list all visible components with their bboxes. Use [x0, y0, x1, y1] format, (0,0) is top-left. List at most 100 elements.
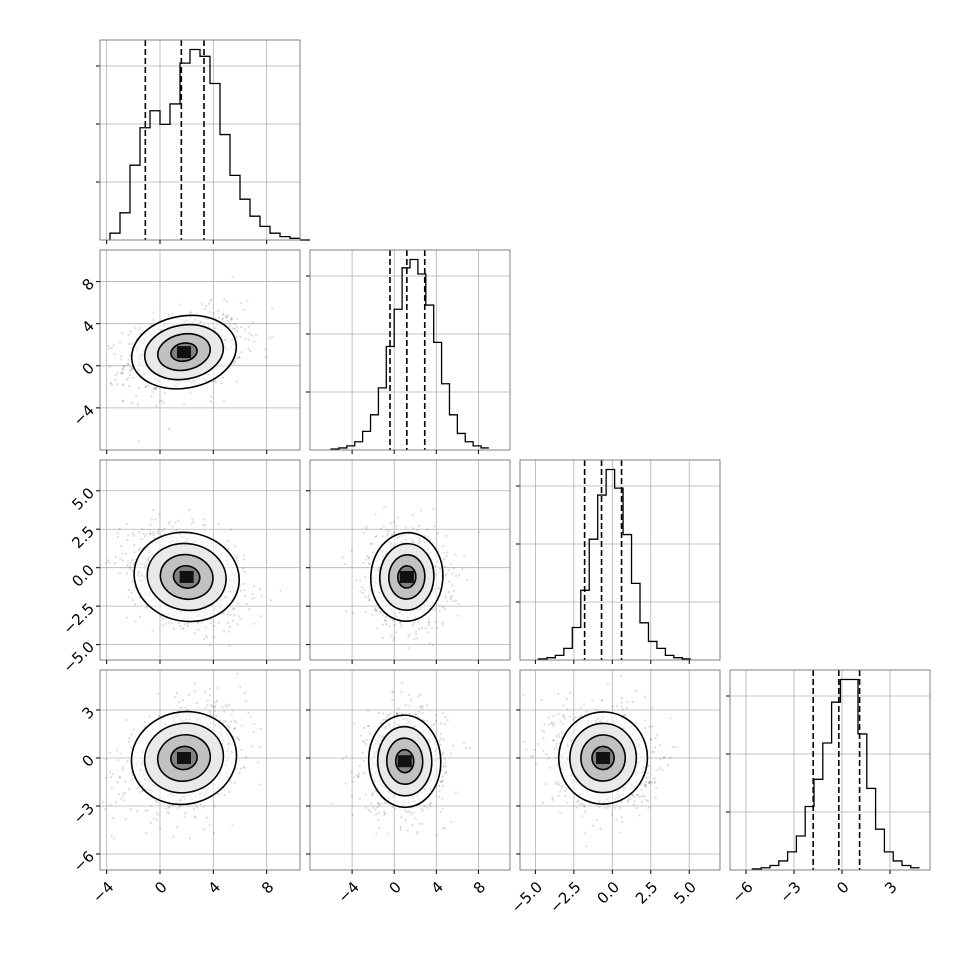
scatter-point [220, 382, 223, 385]
scatter-point [411, 513, 414, 517]
scatter-point [121, 399, 125, 402]
scatter-point [260, 595, 263, 598]
scatter-point [243, 588, 246, 592]
scatter-point [584, 810, 587, 813]
scatter-point [205, 816, 209, 819]
scatter-point [384, 619, 387, 623]
panel-0-1 [100, 250, 300, 450]
scatter-point [245, 602, 248, 605]
scatter-point [119, 358, 122, 361]
scatter-point [183, 623, 186, 626]
scatter-point [214, 379, 217, 382]
scatter-point [214, 381, 217, 384]
scatter-point [192, 808, 196, 811]
scatter-point [591, 824, 594, 827]
scatter-point [377, 802, 380, 805]
scatter-point [127, 384, 131, 388]
scatter-point [158, 827, 162, 831]
scatter-point [243, 594, 247, 597]
scatter-point [352, 611, 355, 614]
scatter-point [190, 311, 193, 314]
scatter-point [353, 776, 356, 779]
scatter-point [558, 736, 561, 739]
scatter-point [399, 621, 402, 624]
scatter-point [232, 619, 235, 622]
scatter-point [450, 563, 453, 566]
scatter-point [223, 793, 226, 797]
scatter-point [530, 755, 533, 758]
scatter-point [152, 534, 155, 537]
scatter-point [386, 532, 389, 535]
scatter-point [654, 737, 657, 740]
scatter-point [658, 766, 661, 770]
scatter-point [367, 709, 370, 712]
scatter-point [177, 806, 180, 810]
scatter-point [134, 603, 137, 606]
scatter-point [223, 298, 226, 301]
scatter-point [553, 747, 556, 751]
scatter-point [407, 635, 410, 638]
scatter-point [443, 826, 446, 830]
scatter-point [257, 761, 260, 764]
scatter-point [149, 532, 152, 535]
scatter-point [191, 518, 194, 521]
scatter-point [250, 334, 253, 337]
scatter-point [644, 784, 648, 787]
scatter-point [446, 719, 449, 722]
scatter-point [238, 738, 241, 741]
scatter-point [421, 712, 424, 715]
scatter-point [656, 733, 659, 736]
scatter-point [250, 745, 254, 748]
scatter-point [132, 728, 135, 731]
scatter-point [209, 622, 212, 625]
scatter-point [375, 832, 378, 835]
scatter-point [134, 327, 137, 330]
scatter-point [213, 710, 216, 713]
scatter-point [382, 525, 386, 528]
scatter-point [121, 766, 124, 769]
scatter-point [387, 529, 391, 533]
scatter-point [591, 699, 594, 702]
scatter-point [156, 813, 160, 816]
scatter-point [444, 715, 447, 719]
scatter-point [237, 355, 241, 359]
scatter-point [421, 822, 424, 825]
scatter-point [372, 806, 375, 809]
scatter-point [118, 527, 121, 531]
scatter-point [114, 800, 118, 804]
scatter-point [137, 440, 140, 443]
scatter-point [124, 780, 127, 784]
scatter-point [445, 600, 449, 603]
scatter-point [462, 742, 465, 745]
scatter-point [129, 369, 132, 372]
scatter-point [421, 707, 424, 710]
density-peak [399, 570, 414, 583]
scatter-point [418, 627, 421, 631]
scatter-point [408, 810, 411, 813]
scatter-point [463, 554, 466, 557]
scatter-point [433, 723, 436, 726]
scatter-point [152, 318, 155, 322]
scatter-point [421, 705, 424, 708]
scatter-point [370, 793, 374, 797]
scatter-point [157, 528, 160, 531]
scatter-point [179, 624, 182, 628]
scatter-point [101, 801, 105, 804]
scatter-point [154, 387, 157, 390]
scatter-point [450, 595, 453, 598]
scatter-point [441, 753, 444, 756]
scatter-point [168, 805, 171, 808]
scatter-point [454, 553, 457, 556]
scatter-point [155, 801, 158, 804]
scatter-point [221, 705, 224, 709]
panel-1-2 [310, 460, 510, 660]
scatter-point [139, 547, 142, 550]
scatter-point [167, 522, 170, 525]
scatter-point [217, 316, 221, 320]
scatter-point [225, 705, 228, 708]
scatter-point [230, 317, 233, 320]
scatter-point [411, 624, 414, 627]
panel-frame-1-3 [309, 669, 511, 871]
scatter-point [447, 568, 450, 572]
scatter-point [128, 565, 131, 568]
